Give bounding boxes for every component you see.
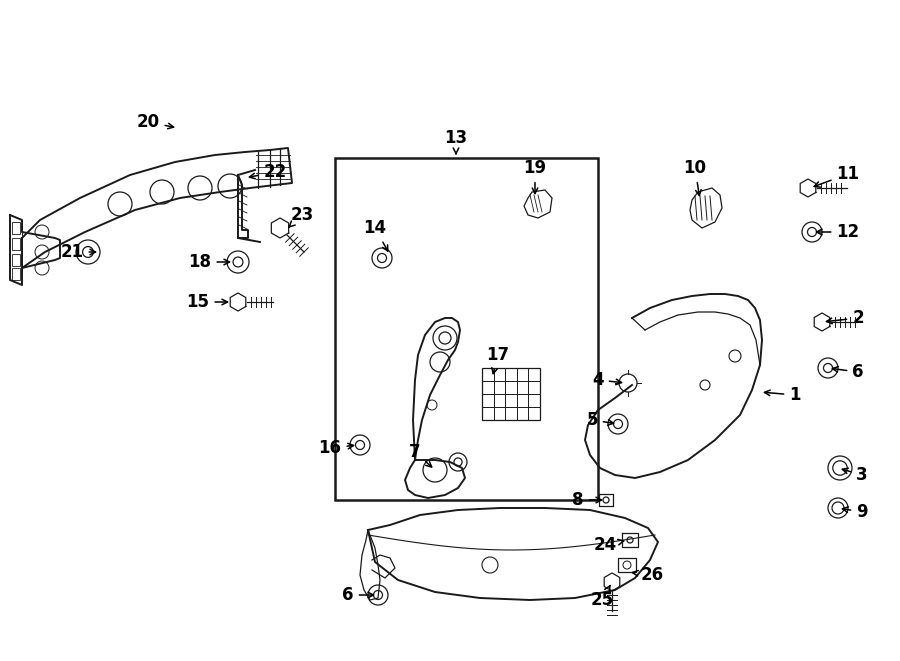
Text: 20: 20	[137, 113, 174, 131]
Text: 1: 1	[764, 386, 801, 404]
Text: 3: 3	[842, 466, 868, 484]
Text: 24: 24	[593, 536, 624, 554]
Text: 16: 16	[319, 439, 354, 457]
Text: 12: 12	[816, 223, 860, 241]
Text: 10: 10	[683, 159, 706, 196]
Bar	[12, 254, 20, 266]
Text: 6: 6	[342, 586, 374, 604]
Text: 22: 22	[249, 163, 286, 181]
Text: 7: 7	[410, 443, 432, 467]
Bar	[12, 222, 20, 234]
Text: 26: 26	[633, 566, 663, 584]
Bar	[335, 158, 598, 500]
Text: 17: 17	[486, 346, 509, 373]
Bar	[482, 368, 540, 420]
Bar	[12, 268, 20, 280]
Bar	[618, 558, 636, 572]
Text: 23: 23	[289, 206, 313, 227]
Text: 15: 15	[186, 293, 228, 311]
Bar	[12, 238, 20, 250]
Text: 5: 5	[586, 411, 614, 429]
Text: 2: 2	[826, 309, 864, 327]
Text: 8: 8	[572, 491, 601, 509]
Text: 25: 25	[590, 586, 614, 609]
Text: 13: 13	[445, 129, 468, 153]
Text: 18: 18	[188, 253, 230, 271]
Text: 6: 6	[832, 363, 864, 381]
Text: 14: 14	[364, 219, 388, 251]
Text: 9: 9	[842, 503, 868, 521]
Text: 19: 19	[524, 159, 546, 194]
Text: 11: 11	[814, 165, 860, 187]
Text: 21: 21	[60, 243, 95, 261]
Text: 4: 4	[592, 371, 622, 389]
